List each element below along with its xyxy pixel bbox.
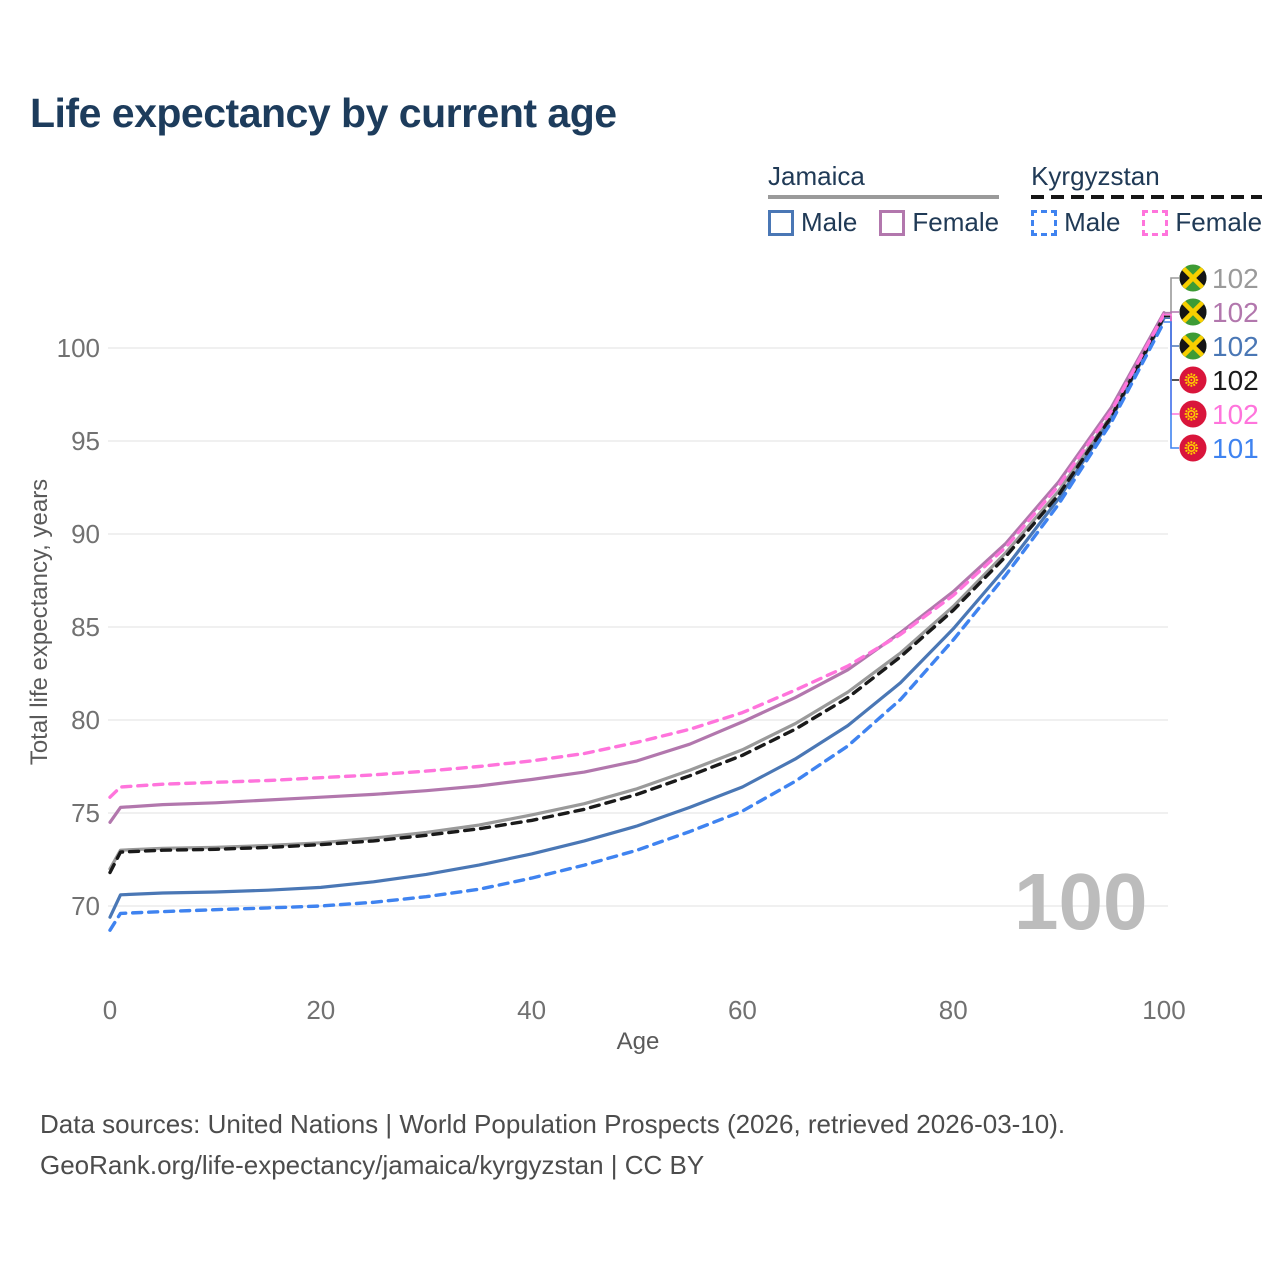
y-tick-label-70: 70 xyxy=(71,891,100,921)
jamaica-flag-icon xyxy=(1179,332,1207,360)
y-tick-label-95: 95 xyxy=(71,426,100,456)
grid-layer: 70 75 80 85 90 95 100 0 20 40 60 80 100 xyxy=(57,333,1186,1025)
y-tick-label-90: 90 xyxy=(71,519,100,549)
legend-group-kyrgyzstan: Kyrgyzstan Male Female xyxy=(1031,161,1263,238)
legend-swatch-kyrgyzstan-female[interactable] xyxy=(1142,209,1169,236)
kyrgyzstan-flag-icon xyxy=(1179,434,1207,462)
page-title: Life expectancy by current age xyxy=(30,90,617,136)
end-value-label-jamaica-female: 102 xyxy=(1212,297,1259,328)
y-tick-label-85: 85 xyxy=(71,612,100,642)
legend-item-jamaica-female[interactable]: Female xyxy=(879,207,999,238)
legend-swatch-kyrgyzstan-male[interactable] xyxy=(1031,209,1058,236)
y-tick-label-100: 100 xyxy=(57,333,100,363)
series-line-jamaica-male[interactable] xyxy=(108,316,1166,919)
y-tick-label-80: 80 xyxy=(71,705,100,735)
legend-group-jamaica: Jamaica Male Female xyxy=(768,161,1000,238)
x-axis-title: Age xyxy=(617,1028,660,1055)
jamaica-flag-icon xyxy=(1179,298,1207,326)
legend-label-jamaica-male[interactable]: Male xyxy=(801,207,858,237)
legend-row-kyrgyzstan: Male Female xyxy=(1031,207,1262,238)
legend-label-kyrgyzstan-male[interactable]: Male xyxy=(1064,207,1121,237)
x-tick-label-100: 100 xyxy=(1142,995,1185,1025)
legend-label-jamaica-female[interactable]: Female xyxy=(912,207,1000,237)
series-line-kyrgyzstan-male[interactable] xyxy=(108,320,1166,932)
legend-swatch-jamaica-female[interactable] xyxy=(879,209,906,236)
series-line-kyrgyzstan-both[interactable] xyxy=(108,314,1166,875)
legend-label-kyrgyzstan-female[interactable]: Female xyxy=(1175,207,1263,237)
legend-country-label-jamaica[interactable]: Jamaica xyxy=(768,161,865,191)
x-tick-label-80: 80 xyxy=(939,995,968,1025)
legend-item-kyrgyzstan-female[interactable]: Female xyxy=(1142,207,1262,238)
jamaica-flag-icon xyxy=(1179,264,1207,292)
footer-attribution-link[interactable]: GeoRank.org/life-expectancy/jamaica/kyrg… xyxy=(40,1150,705,1180)
y-tick-label-75: 75 xyxy=(71,798,100,828)
legend-row-jamaica: Male Female xyxy=(768,207,999,238)
legend-swatch-jamaica-male[interactable] xyxy=(768,209,794,236)
legend-country-linestyle-jamaica xyxy=(768,195,1000,199)
kyrgyzstan-flag-icon xyxy=(1179,400,1207,428)
leader-line-jamaica-female xyxy=(1164,311,1179,314)
x-tick-label-0: 0 xyxy=(103,995,117,1025)
end-value-label-kyrgyzstan-female: 102 xyxy=(1212,399,1259,430)
age-watermark: 100 xyxy=(1014,857,1148,946)
leader-lines-layer xyxy=(1164,277,1179,449)
x-tick-label-20: 20 xyxy=(306,995,335,1025)
x-tick-label-40: 40 xyxy=(517,995,546,1025)
legend-country-linestyle-kyrgyzstan xyxy=(1031,195,1263,199)
y-axis-title: Total life expectancy, years xyxy=(26,479,53,765)
end-value-label-kyrgyzstan-male: 101 xyxy=(1212,433,1259,464)
series-layer xyxy=(108,311,1166,932)
x-tick-label-60: 60 xyxy=(728,995,757,1025)
series-line-jamaica-both[interactable] xyxy=(108,312,1166,871)
legend: Jamaica Male Female Kyrgyzstan Male Female xyxy=(768,161,1263,238)
end-value-label-jamaica-both: 102 xyxy=(1212,263,1259,294)
legend-item-jamaica-male[interactable]: Male xyxy=(768,207,857,238)
footer-data-sources: Data sources: United Nations | World Pop… xyxy=(40,1109,1066,1139)
kyrgyzstan-flag-icon xyxy=(1179,366,1207,394)
end-value-label-jamaica-male: 102 xyxy=(1212,331,1259,362)
leader-line-kyrgyzstan-male xyxy=(1164,321,1179,449)
series-line-jamaica-female[interactable] xyxy=(108,311,1166,824)
axis-layer: Total life expectancy, years Age xyxy=(26,479,659,1055)
end-value-label-kyrgyzstan-both: 102 xyxy=(1212,365,1259,396)
legend-country-label-kyrgyzstan[interactable]: Kyrgyzstan xyxy=(1031,161,1160,191)
leader-line-jamaica-both xyxy=(1164,277,1179,316)
series-line-kyrgyzstan-female[interactable] xyxy=(108,312,1166,799)
legend-item-kyrgyzstan-male[interactable]: Male xyxy=(1031,207,1120,238)
footer: Data sources: United Nations | World Pop… xyxy=(40,1104,1065,1186)
